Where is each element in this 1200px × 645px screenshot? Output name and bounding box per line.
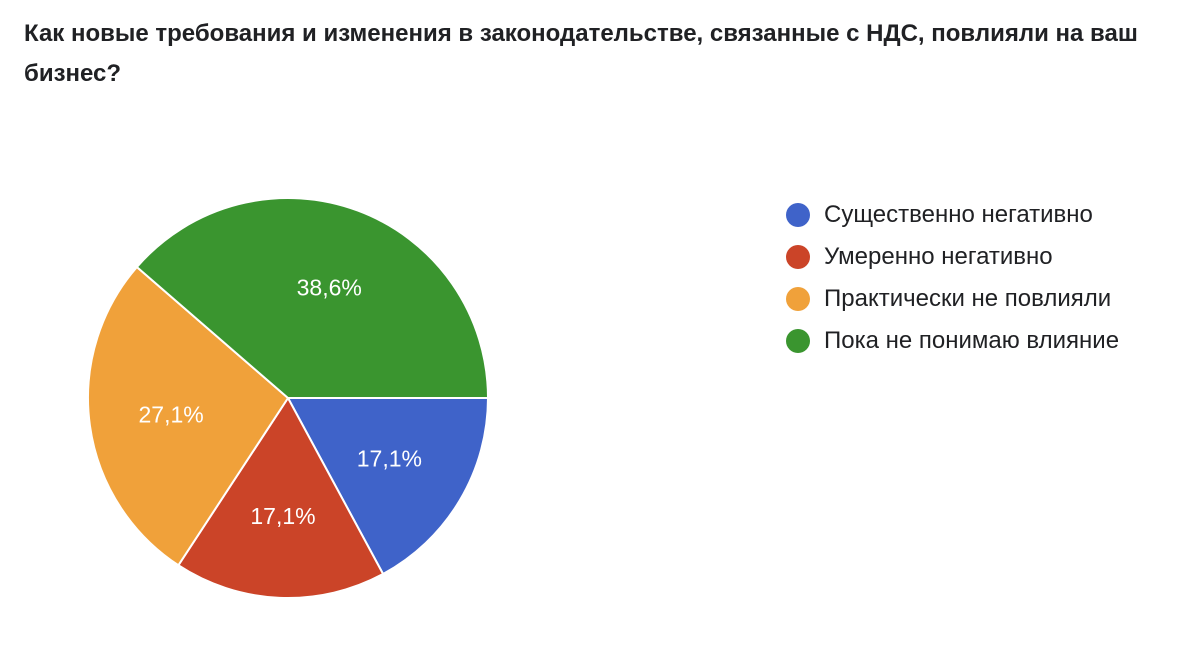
- slice-value-label: 38,6%: [297, 274, 362, 300]
- legend-label: Существенно негативно: [824, 201, 1093, 228]
- slice-value-label: 17,1%: [357, 445, 422, 471]
- legend-label: Пока не понимаю влияние: [824, 327, 1120, 354]
- pie-slice[interactable]: [135, 197, 490, 399]
- legend-item-sushchestvenno-negativno[interactable]: Существенно негативно: [786, 194, 1119, 236]
- legend-item-prakticheski-ne-povliyali[interactable]: Практически не повлияли: [786, 278, 1119, 320]
- pie-slice[interactable]: [286, 397, 490, 576]
- slice-value-label: 27,1%: [139, 401, 204, 427]
- slice-value-label: 17,1%: [250, 503, 315, 529]
- legend-swatch: [786, 245, 810, 269]
- legend-swatch: [786, 329, 810, 353]
- legend-item-umerenno-negativno[interactable]: Умеренно негативно: [786, 236, 1119, 278]
- legend-label: Практически не повлияли: [824, 285, 1112, 312]
- pie-slice[interactable]: [176, 396, 385, 599]
- pie-chart: 17,1% 17,1% 27,1% 38,6%: [87, 197, 490, 599]
- question-title: Как новые требования и изменения в закон…: [24, 20, 1138, 87]
- legend-label: Умеренно негативно: [824, 243, 1053, 270]
- legend-item-poka-ne-ponimayu-vliyanie[interactable]: Пока не понимаю влияние: [786, 320, 1119, 362]
- legend-swatch: [786, 203, 810, 227]
- pie-slice[interactable]: [87, 265, 290, 567]
- chart-legend: Существенно негативно Умеренно негативно…: [786, 194, 1119, 362]
- legend-swatch: [786, 287, 810, 311]
